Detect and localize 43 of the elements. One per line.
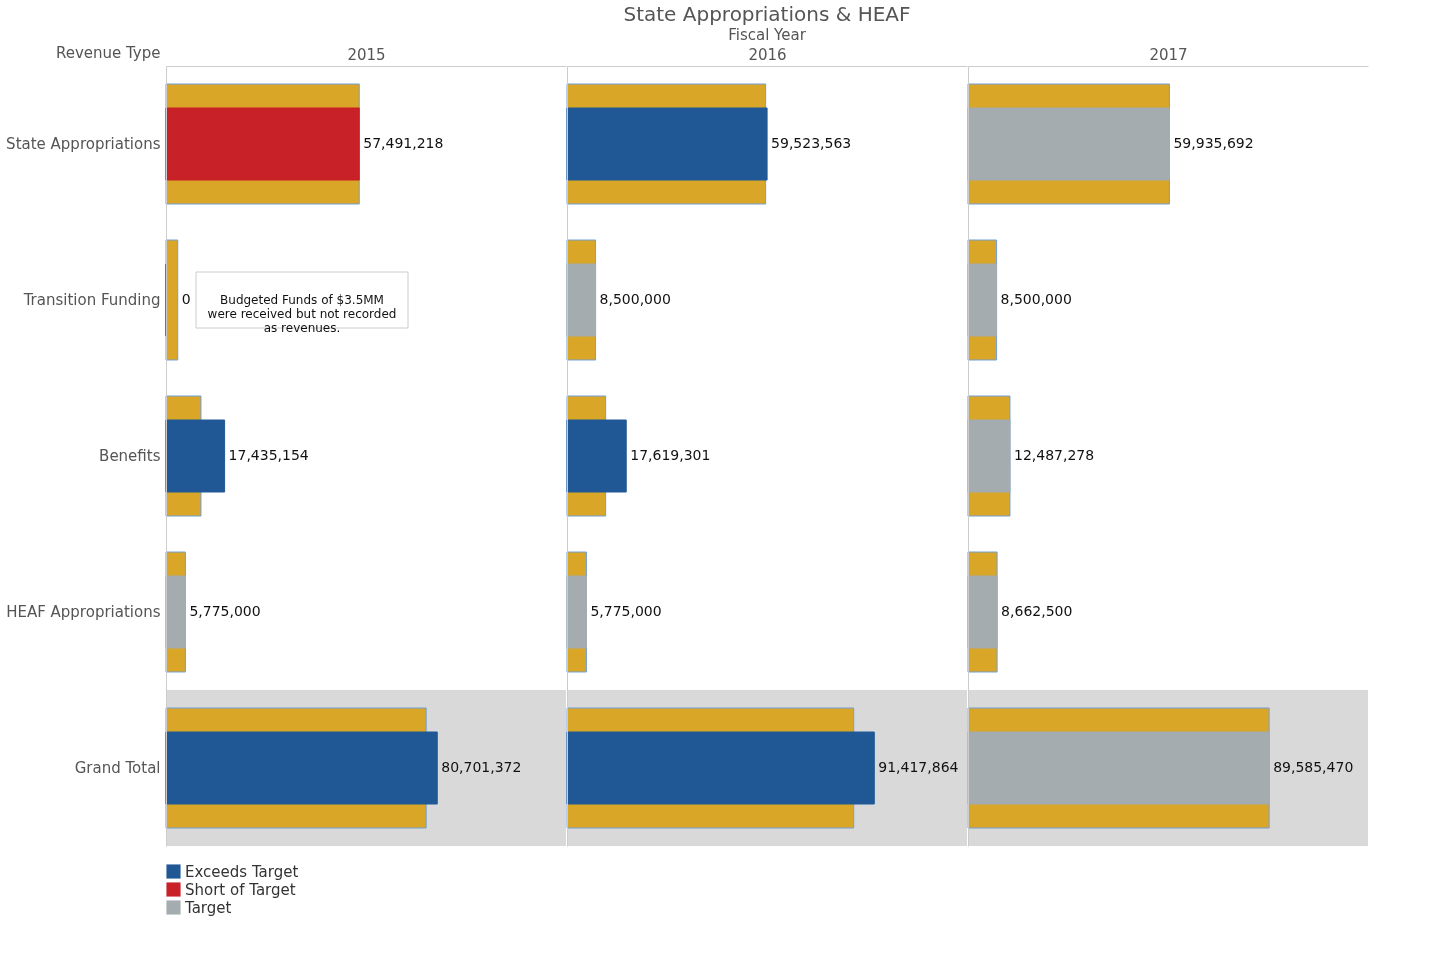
bar [566,419,627,493]
data-label: 5,775,000 [590,603,662,619]
bar [967,263,998,337]
bar [967,575,998,649]
legend-label: Exceeds Target [185,862,299,881]
y-tick-label: Benefits [99,447,161,465]
data-label: 17,619,301 [630,447,711,463]
x-axis-title: 2016 [748,45,787,64]
bar [566,107,768,181]
chart-title: State Appropriations & HEAF [623,2,911,26]
x-axis-title: 2017 [1149,45,1188,64]
bar [165,575,186,649]
bar [967,107,1170,181]
legend-label: Short of Target [185,880,296,899]
data-label: 80,701,372 [441,759,522,775]
y-tick-label: State Appropriations [6,135,161,153]
bar [165,419,226,493]
data-label: 89,585,470 [1273,759,1354,775]
legend-label: Target [184,898,232,917]
bar [165,731,438,805]
y-tick-label: Grand Total [74,759,161,777]
data-label: 59,523,563 [771,135,852,151]
y-axis-title: Revenue Type [55,43,161,62]
data-label: 17,435,154 [228,447,309,463]
bar [967,419,1011,493]
bar [566,263,597,337]
bar [165,107,360,181]
y-tick-label: Transition Funding [22,291,161,309]
data-label: 59,935,692 [1173,135,1254,151]
data-label: 8,500,000 [1000,291,1072,307]
data-label: 8,500,000 [599,291,671,307]
chart-subtitle: Fiscal Year [728,26,807,44]
y-tick-label: HEAF Appropriations [6,603,161,621]
bar [566,575,587,649]
x-axis-title: 2015 [347,45,386,64]
data-label: 5,775,000 [189,603,261,619]
bar [165,239,179,361]
data-label: 8,662,500 [1001,603,1073,619]
data-label: 57,491,218 [363,135,444,151]
data-label: 91,417,864 [878,759,959,775]
annotation: Budgeted Funds of $3.5MM were received but not recorded as revenues. [207,293,397,335]
data-label: 0 [181,291,191,307]
data-label: 12,487,278 [1013,447,1095,463]
